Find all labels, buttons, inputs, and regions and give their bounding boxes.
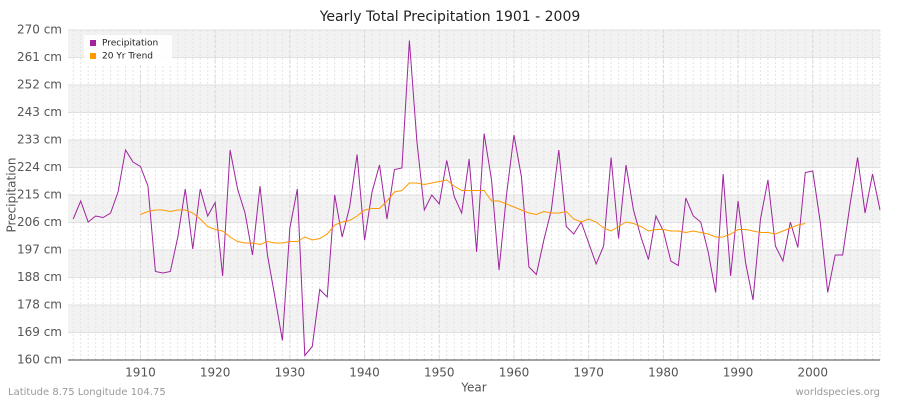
legend-swatch bbox=[90, 40, 96, 46]
grid-band bbox=[68, 30, 880, 58]
chart-title: Yearly Total Precipitation 1901 - 2009 bbox=[319, 9, 581, 25]
x-tick-label: 1930 bbox=[275, 366, 306, 380]
y-tick-label: 215 cm bbox=[17, 188, 62, 202]
y-tick-label: 243 cm bbox=[17, 105, 62, 119]
x-tick-label: 1910 bbox=[125, 366, 156, 380]
grid-band bbox=[68, 249, 880, 278]
legend-swatch bbox=[90, 53, 96, 59]
footer-right: worldspecies.org bbox=[796, 387, 880, 398]
y-tick-label: 261 cm bbox=[17, 50, 62, 64]
legend-label: Precipitation bbox=[102, 39, 158, 49]
legend-label: 20 Yr Trend bbox=[102, 52, 153, 62]
y-tick-label: 233 cm bbox=[17, 133, 62, 147]
y-tick-label: 160 cm bbox=[17, 353, 62, 367]
x-tick-label: 2000 bbox=[797, 366, 828, 380]
x-tick-label: 1990 bbox=[723, 366, 754, 380]
series-line bbox=[72, 40, 881, 357]
y-axis-label: Precipitation bbox=[5, 157, 19, 232]
x-axis-label: Year bbox=[460, 381, 486, 395]
x-tick-label: 1980 bbox=[648, 366, 679, 380]
y-tick-label: 270 cm bbox=[17, 23, 62, 37]
y-tick-label: 178 cm bbox=[17, 298, 62, 312]
y-tick-label: 197 cm bbox=[17, 242, 62, 256]
x-tick-label: 1940 bbox=[349, 366, 380, 380]
legend: Precipitation 20 Yr Trend bbox=[84, 35, 172, 65]
x-tick-label: 1960 bbox=[499, 366, 530, 380]
y-tick-label: 206 cm bbox=[17, 215, 62, 229]
y-tick-label: 224 cm bbox=[17, 160, 62, 174]
y-tick-label: 169 cm bbox=[17, 325, 62, 339]
footer-left: Latitude 8.75 Longitude 104.75 bbox=[8, 387, 166, 398]
grid-band bbox=[68, 84, 880, 113]
x-tick-label: 1920 bbox=[200, 366, 231, 380]
grid-band bbox=[68, 305, 880, 333]
x-tick-label: 1950 bbox=[424, 366, 455, 380]
y-tick-label: 252 cm bbox=[17, 77, 62, 91]
x-tick-label: 1970 bbox=[573, 366, 604, 380]
grid-band bbox=[68, 140, 880, 168]
legend-box bbox=[84, 35, 172, 65]
series-line bbox=[140, 179, 806, 246]
y-tick-label: 188 cm bbox=[17, 270, 62, 284]
